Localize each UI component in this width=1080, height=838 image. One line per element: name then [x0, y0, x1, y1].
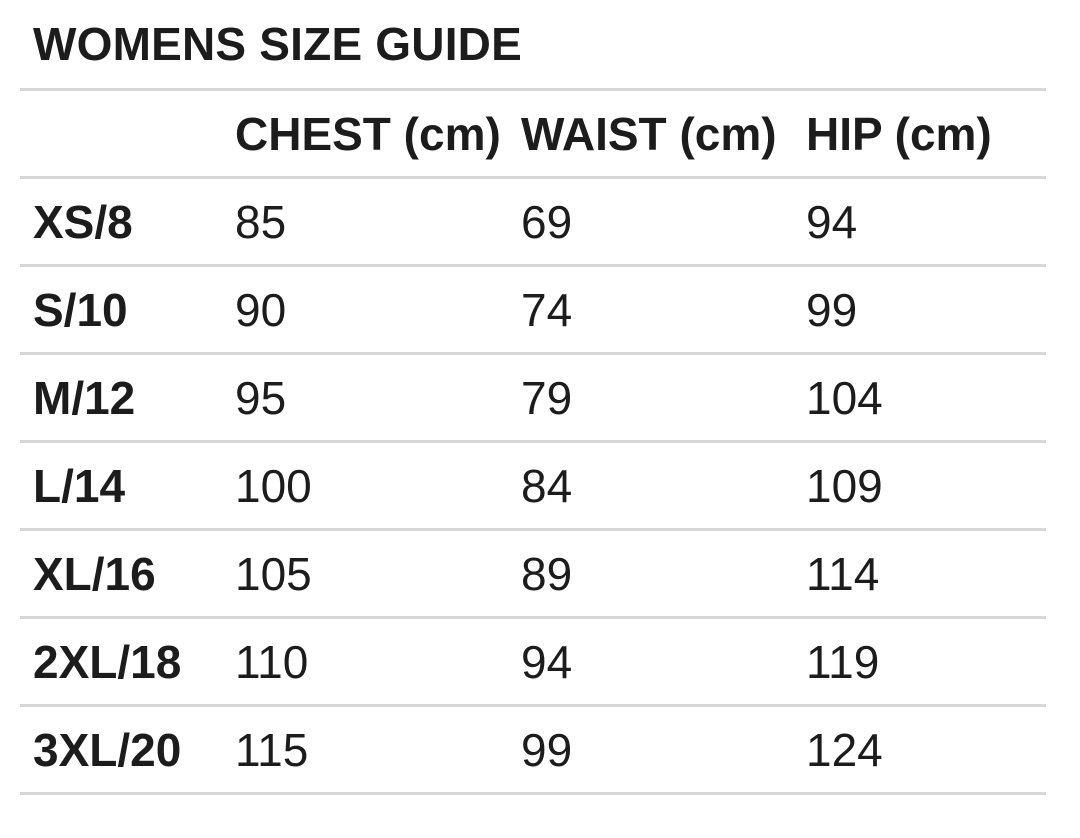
- hip-cell: 99: [806, 283, 858, 336]
- chest-cell: 100: [235, 459, 312, 512]
- column-header-hip: HIP (cm): [806, 107, 992, 160]
- title-bar: WOMENS SIZE GUIDE: [0, 0, 1080, 88]
- chest-cell: 115: [235, 723, 309, 776]
- table-row: L/14 100 84 109: [20, 442, 1046, 530]
- size-label: M/12: [33, 371, 136, 424]
- chest-cell: 95: [235, 371, 287, 424]
- column-header-waist: WAIST (cm): [521, 107, 777, 160]
- waist-cell: 74: [521, 283, 573, 336]
- size-label: 3XL/20: [33, 723, 182, 776]
- column-header-size: [20, 90, 222, 178]
- table-row: 2XL/18 110 94 119: [20, 618, 1046, 706]
- waist-cell: 89: [521, 547, 573, 600]
- hip-cell: 109: [806, 459, 883, 512]
- hip-cell: 114: [806, 547, 880, 600]
- size-guide-table: CHEST (cm) WAIST (cm) HIP (cm) XS/8 85 6…: [20, 88, 1046, 795]
- table-row: XS/8 85 69 94: [20, 178, 1046, 266]
- size-label: 2XL/18: [33, 635, 182, 688]
- waist-cell: 69: [521, 195, 573, 248]
- hip-cell: 124: [806, 723, 883, 776]
- waist-cell: 99: [521, 723, 573, 776]
- waist-cell: 94: [521, 635, 573, 688]
- table-body: XS/8 85 69 94 S/10 90 74 99 M/12 95 79 1…: [20, 178, 1046, 794]
- table-header: CHEST (cm) WAIST (cm) HIP (cm): [20, 90, 1046, 178]
- table-row: M/12 95 79 104: [20, 354, 1046, 442]
- hip-cell: 104: [806, 371, 883, 424]
- table-row: S/10 90 74 99: [20, 266, 1046, 354]
- hip-cell: 94: [806, 195, 858, 248]
- header-row: CHEST (cm) WAIST (cm) HIP (cm): [20, 90, 1046, 178]
- size-label: XL/16: [33, 547, 156, 600]
- chest-cell: 105: [235, 547, 312, 600]
- waist-cell: 84: [521, 459, 573, 512]
- hip-cell: 119: [806, 635, 880, 688]
- chest-cell: 90: [235, 283, 287, 336]
- column-header-chest: CHEST (cm): [235, 107, 501, 160]
- size-label: S/10: [33, 283, 128, 336]
- table-row: XL/16 105 89 114: [20, 530, 1046, 618]
- size-label: XS/8: [33, 195, 133, 248]
- table-row: 3XL/20 115 99 124: [20, 706, 1046, 794]
- chest-cell: 85: [235, 195, 287, 248]
- size-label: L/14: [33, 459, 126, 512]
- page-title: WOMENS SIZE GUIDE: [33, 18, 522, 70]
- waist-cell: 79: [521, 371, 573, 424]
- chest-cell: 110: [235, 635, 309, 688]
